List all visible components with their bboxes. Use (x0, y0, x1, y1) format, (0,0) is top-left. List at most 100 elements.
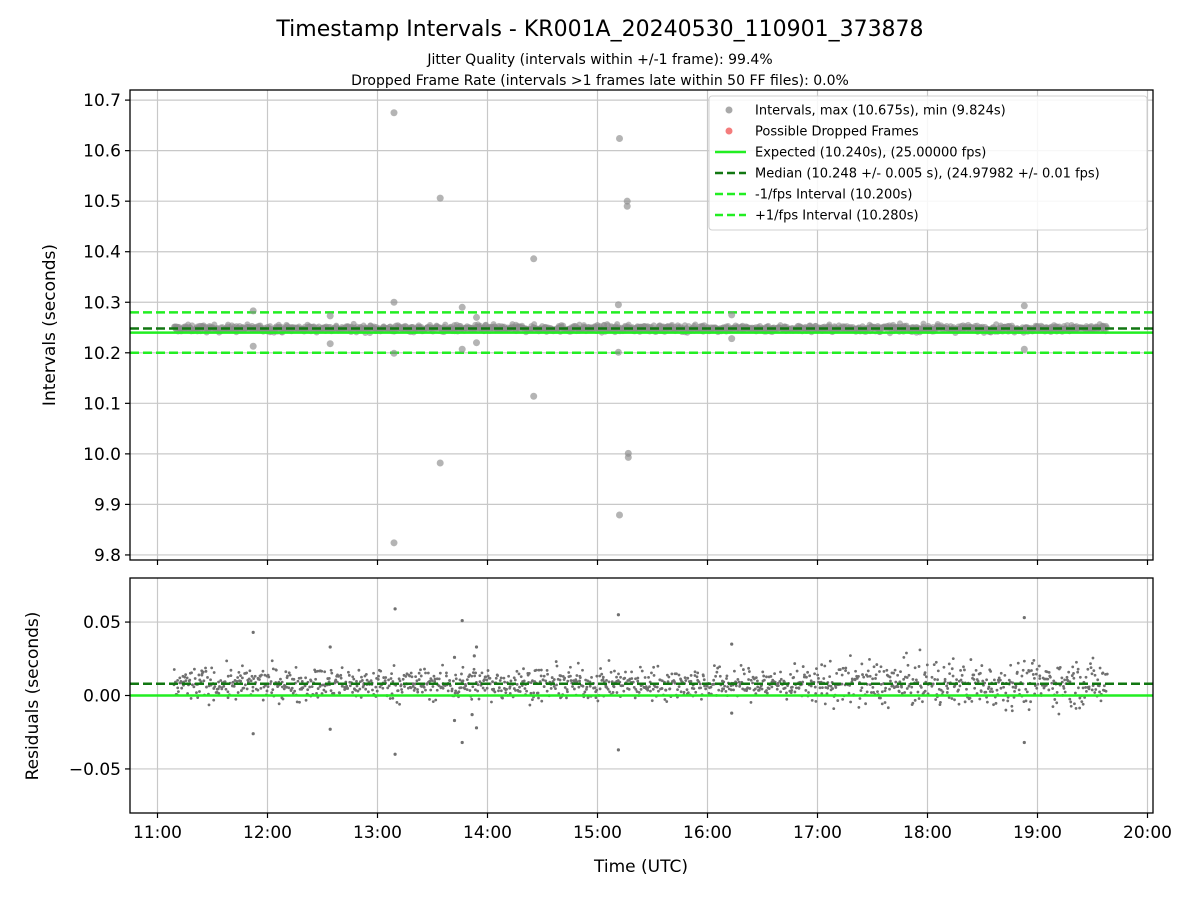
residual-point (963, 668, 966, 672)
residual-point (883, 689, 887, 693)
residual-point (464, 684, 468, 688)
residual-point (497, 686, 501, 690)
residual-point (593, 686, 597, 690)
residual-point (1051, 687, 1055, 690)
residual-point (871, 677, 875, 681)
residual-point (840, 673, 844, 677)
residual-point (924, 675, 928, 679)
residual-point (617, 672, 620, 676)
residual-point (539, 668, 543, 672)
residual-point (563, 686, 567, 689)
residual-point (544, 679, 548, 683)
residual-point (576, 661, 580, 665)
residual-point (1090, 672, 1094, 676)
residual-point (486, 669, 490, 672)
residual-point (392, 664, 396, 667)
residual-point (581, 684, 585, 688)
residual-point (1067, 670, 1071, 674)
residual-point (905, 676, 909, 679)
residual-point (984, 690, 988, 694)
residual-point (555, 664, 559, 668)
interval-outlier-point (390, 298, 398, 306)
residual-point (635, 690, 639, 694)
residual-outlier-point (460, 618, 464, 623)
residual-point (1037, 664, 1041, 668)
residual-point (268, 682, 272, 686)
residual-point (599, 667, 602, 670)
residual-point (1036, 682, 1040, 686)
residual-point (414, 675, 418, 679)
residual-point (315, 669, 319, 673)
residual-point (198, 690, 201, 693)
residual-point (477, 697, 481, 701)
residual-point (765, 689, 768, 692)
residual-point (880, 690, 884, 694)
residual-point (804, 689, 808, 692)
residual-point (236, 691, 240, 694)
residual-point (918, 648, 922, 652)
top-y-tick-label: 9.8 (94, 546, 121, 566)
residual-point (471, 671, 475, 675)
residual-point (675, 672, 678, 676)
legend-entry-label: -1/fps Interval (10.200s) (755, 188, 912, 203)
residual-point (1078, 696, 1082, 700)
residual-point (1020, 674, 1024, 678)
residual-point (741, 687, 745, 691)
residual-point (1069, 700, 1073, 704)
residual-point (419, 668, 422, 672)
residual-point (1032, 676, 1036, 680)
residual-point (684, 679, 688, 682)
residual-point (244, 683, 247, 687)
residual-point (849, 654, 852, 658)
residual-point (898, 680, 902, 684)
bot-reference-lines (130, 682, 1153, 697)
residual-point (569, 665, 572, 669)
residual-point (389, 677, 393, 680)
residual-point (879, 696, 882, 700)
residual-point (1034, 672, 1038, 676)
residual-point (917, 697, 921, 700)
residual-point (609, 670, 613, 674)
residual-point (425, 682, 429, 686)
residual-point (878, 670, 881, 673)
residual-point (704, 687, 708, 691)
residual-point (229, 674, 233, 678)
residual-point (324, 690, 328, 694)
residual-point (577, 685, 581, 689)
residual-point (474, 671, 478, 675)
residual-point (492, 687, 496, 691)
residual-point (809, 684, 813, 688)
residual-point (988, 690, 992, 693)
residual-point (636, 679, 640, 683)
residual-point (184, 673, 188, 677)
residual-point (266, 685, 270, 689)
residual-point (692, 687, 696, 691)
residual-point (377, 674, 380, 678)
residual-point (517, 672, 521, 676)
residual-point (1086, 667, 1090, 671)
residual-point (808, 674, 812, 678)
residual-point (1072, 672, 1075, 675)
residual-point (1084, 675, 1088, 679)
residual-point (650, 671, 653, 675)
residual-point (523, 687, 527, 690)
residual-point (972, 673, 976, 677)
residual-point (201, 670, 205, 674)
residual-point (569, 679, 573, 682)
residual-point (1076, 670, 1080, 674)
residual-point (987, 685, 991, 689)
residual-point (879, 665, 883, 669)
residual-point (541, 678, 545, 682)
residual-point (502, 676, 506, 680)
residual-point (296, 679, 300, 683)
residual-point (465, 688, 469, 691)
residual-point (816, 673, 820, 677)
residual-point (404, 675, 408, 678)
residual-point (841, 666, 845, 670)
bot-x-tick-label: 20:00 (1123, 823, 1172, 843)
residual-point (946, 681, 950, 685)
residual-point (861, 673, 864, 676)
residual-point (724, 689, 728, 693)
residual-point (1091, 656, 1095, 660)
interval-outlier-point (623, 197, 631, 205)
